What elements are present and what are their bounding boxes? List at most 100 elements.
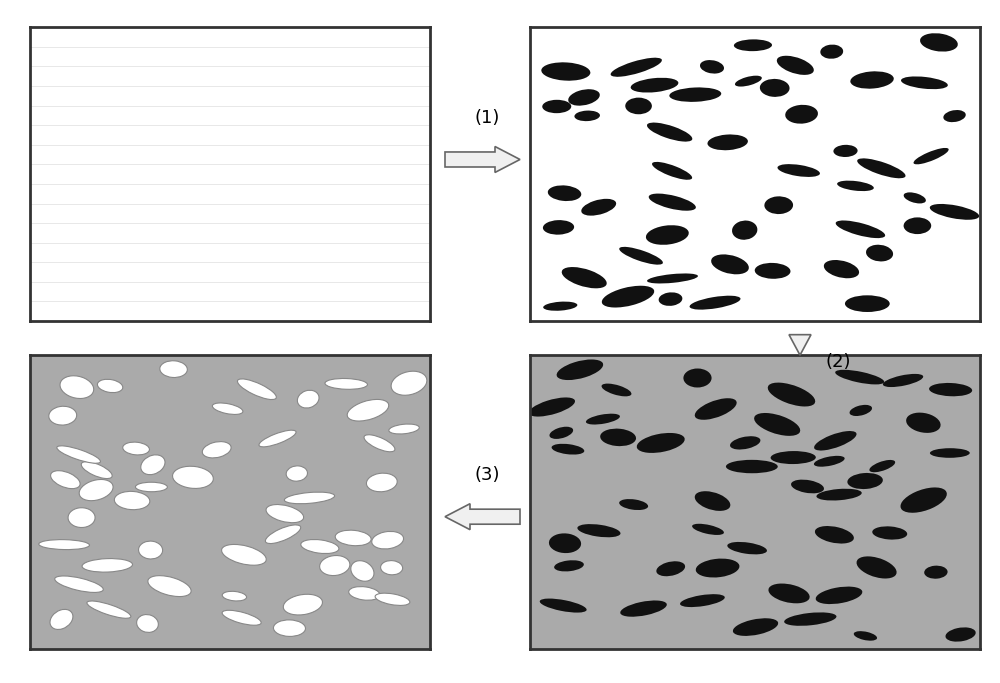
Ellipse shape bbox=[160, 361, 187, 378]
Ellipse shape bbox=[173, 466, 213, 488]
Ellipse shape bbox=[222, 611, 261, 625]
Ellipse shape bbox=[647, 122, 692, 141]
Ellipse shape bbox=[557, 359, 603, 380]
Ellipse shape bbox=[625, 98, 652, 114]
Ellipse shape bbox=[683, 369, 712, 387]
Ellipse shape bbox=[850, 405, 872, 416]
Ellipse shape bbox=[148, 576, 191, 596]
Ellipse shape bbox=[212, 403, 243, 415]
Ellipse shape bbox=[137, 615, 158, 632]
Ellipse shape bbox=[619, 247, 663, 264]
Ellipse shape bbox=[552, 444, 584, 455]
Ellipse shape bbox=[600, 429, 636, 446]
Ellipse shape bbox=[202, 442, 231, 458]
Ellipse shape bbox=[364, 435, 395, 451]
Ellipse shape bbox=[266, 505, 304, 522]
Ellipse shape bbox=[273, 620, 305, 637]
Ellipse shape bbox=[652, 162, 692, 180]
Ellipse shape bbox=[543, 220, 574, 235]
Ellipse shape bbox=[581, 199, 616, 216]
Ellipse shape bbox=[543, 302, 577, 311]
Ellipse shape bbox=[283, 594, 322, 615]
Ellipse shape bbox=[669, 87, 721, 102]
Ellipse shape bbox=[631, 78, 678, 93]
Ellipse shape bbox=[222, 591, 247, 601]
Ellipse shape bbox=[39, 540, 89, 550]
Ellipse shape bbox=[265, 525, 301, 544]
Ellipse shape bbox=[791, 479, 824, 493]
Ellipse shape bbox=[814, 431, 857, 451]
Ellipse shape bbox=[297, 390, 319, 408]
Text: (2): (2) bbox=[825, 353, 851, 371]
Ellipse shape bbox=[381, 561, 403, 575]
Ellipse shape bbox=[914, 148, 949, 165]
Ellipse shape bbox=[568, 89, 600, 106]
Ellipse shape bbox=[764, 196, 793, 214]
Ellipse shape bbox=[833, 145, 858, 157]
Ellipse shape bbox=[920, 33, 958, 52]
Ellipse shape bbox=[777, 56, 814, 75]
Ellipse shape bbox=[637, 433, 685, 453]
Ellipse shape bbox=[872, 527, 907, 540]
Ellipse shape bbox=[366, 473, 397, 492]
Ellipse shape bbox=[777, 164, 820, 177]
Ellipse shape bbox=[735, 76, 762, 87]
FancyArrow shape bbox=[445, 504, 520, 530]
Ellipse shape bbox=[586, 414, 620, 425]
Ellipse shape bbox=[549, 533, 581, 553]
Ellipse shape bbox=[733, 618, 778, 636]
Ellipse shape bbox=[619, 499, 648, 510]
Ellipse shape bbox=[57, 446, 100, 463]
Ellipse shape bbox=[707, 135, 748, 150]
Ellipse shape bbox=[945, 628, 976, 641]
Ellipse shape bbox=[391, 372, 427, 395]
Ellipse shape bbox=[734, 40, 772, 51]
Ellipse shape bbox=[335, 530, 371, 546]
Ellipse shape bbox=[866, 245, 893, 262]
Ellipse shape bbox=[869, 460, 895, 472]
Ellipse shape bbox=[900, 488, 947, 513]
Ellipse shape bbox=[824, 260, 859, 278]
Ellipse shape bbox=[816, 489, 862, 501]
Ellipse shape bbox=[883, 374, 923, 387]
Ellipse shape bbox=[135, 482, 167, 492]
Ellipse shape bbox=[647, 273, 698, 283]
Ellipse shape bbox=[929, 383, 972, 396]
Ellipse shape bbox=[50, 609, 73, 630]
Ellipse shape bbox=[754, 413, 800, 436]
Ellipse shape bbox=[930, 448, 970, 458]
Ellipse shape bbox=[680, 594, 725, 607]
Ellipse shape bbox=[60, 376, 94, 398]
Ellipse shape bbox=[857, 158, 906, 178]
Ellipse shape bbox=[549, 427, 573, 439]
Ellipse shape bbox=[771, 451, 816, 464]
Ellipse shape bbox=[692, 524, 724, 535]
FancyArrow shape bbox=[789, 335, 811, 355]
Ellipse shape bbox=[904, 217, 931, 234]
Ellipse shape bbox=[816, 587, 862, 604]
Ellipse shape bbox=[656, 561, 685, 576]
Ellipse shape bbox=[820, 44, 843, 59]
Ellipse shape bbox=[372, 531, 404, 549]
Ellipse shape bbox=[548, 185, 581, 201]
Ellipse shape bbox=[81, 462, 112, 479]
Ellipse shape bbox=[835, 370, 884, 385]
Ellipse shape bbox=[836, 221, 885, 238]
Ellipse shape bbox=[695, 398, 737, 420]
Ellipse shape bbox=[540, 598, 587, 613]
Ellipse shape bbox=[79, 479, 113, 501]
Ellipse shape bbox=[123, 442, 149, 455]
Ellipse shape bbox=[259, 430, 296, 447]
Ellipse shape bbox=[732, 221, 757, 240]
Ellipse shape bbox=[815, 526, 854, 544]
Ellipse shape bbox=[857, 557, 897, 579]
Ellipse shape bbox=[554, 560, 584, 572]
Ellipse shape bbox=[649, 193, 696, 211]
Ellipse shape bbox=[55, 576, 103, 592]
Ellipse shape bbox=[845, 295, 890, 312]
Ellipse shape bbox=[659, 292, 682, 306]
Ellipse shape bbox=[611, 57, 662, 76]
Ellipse shape bbox=[541, 62, 590, 81]
Ellipse shape bbox=[320, 555, 350, 576]
Ellipse shape bbox=[49, 406, 77, 425]
